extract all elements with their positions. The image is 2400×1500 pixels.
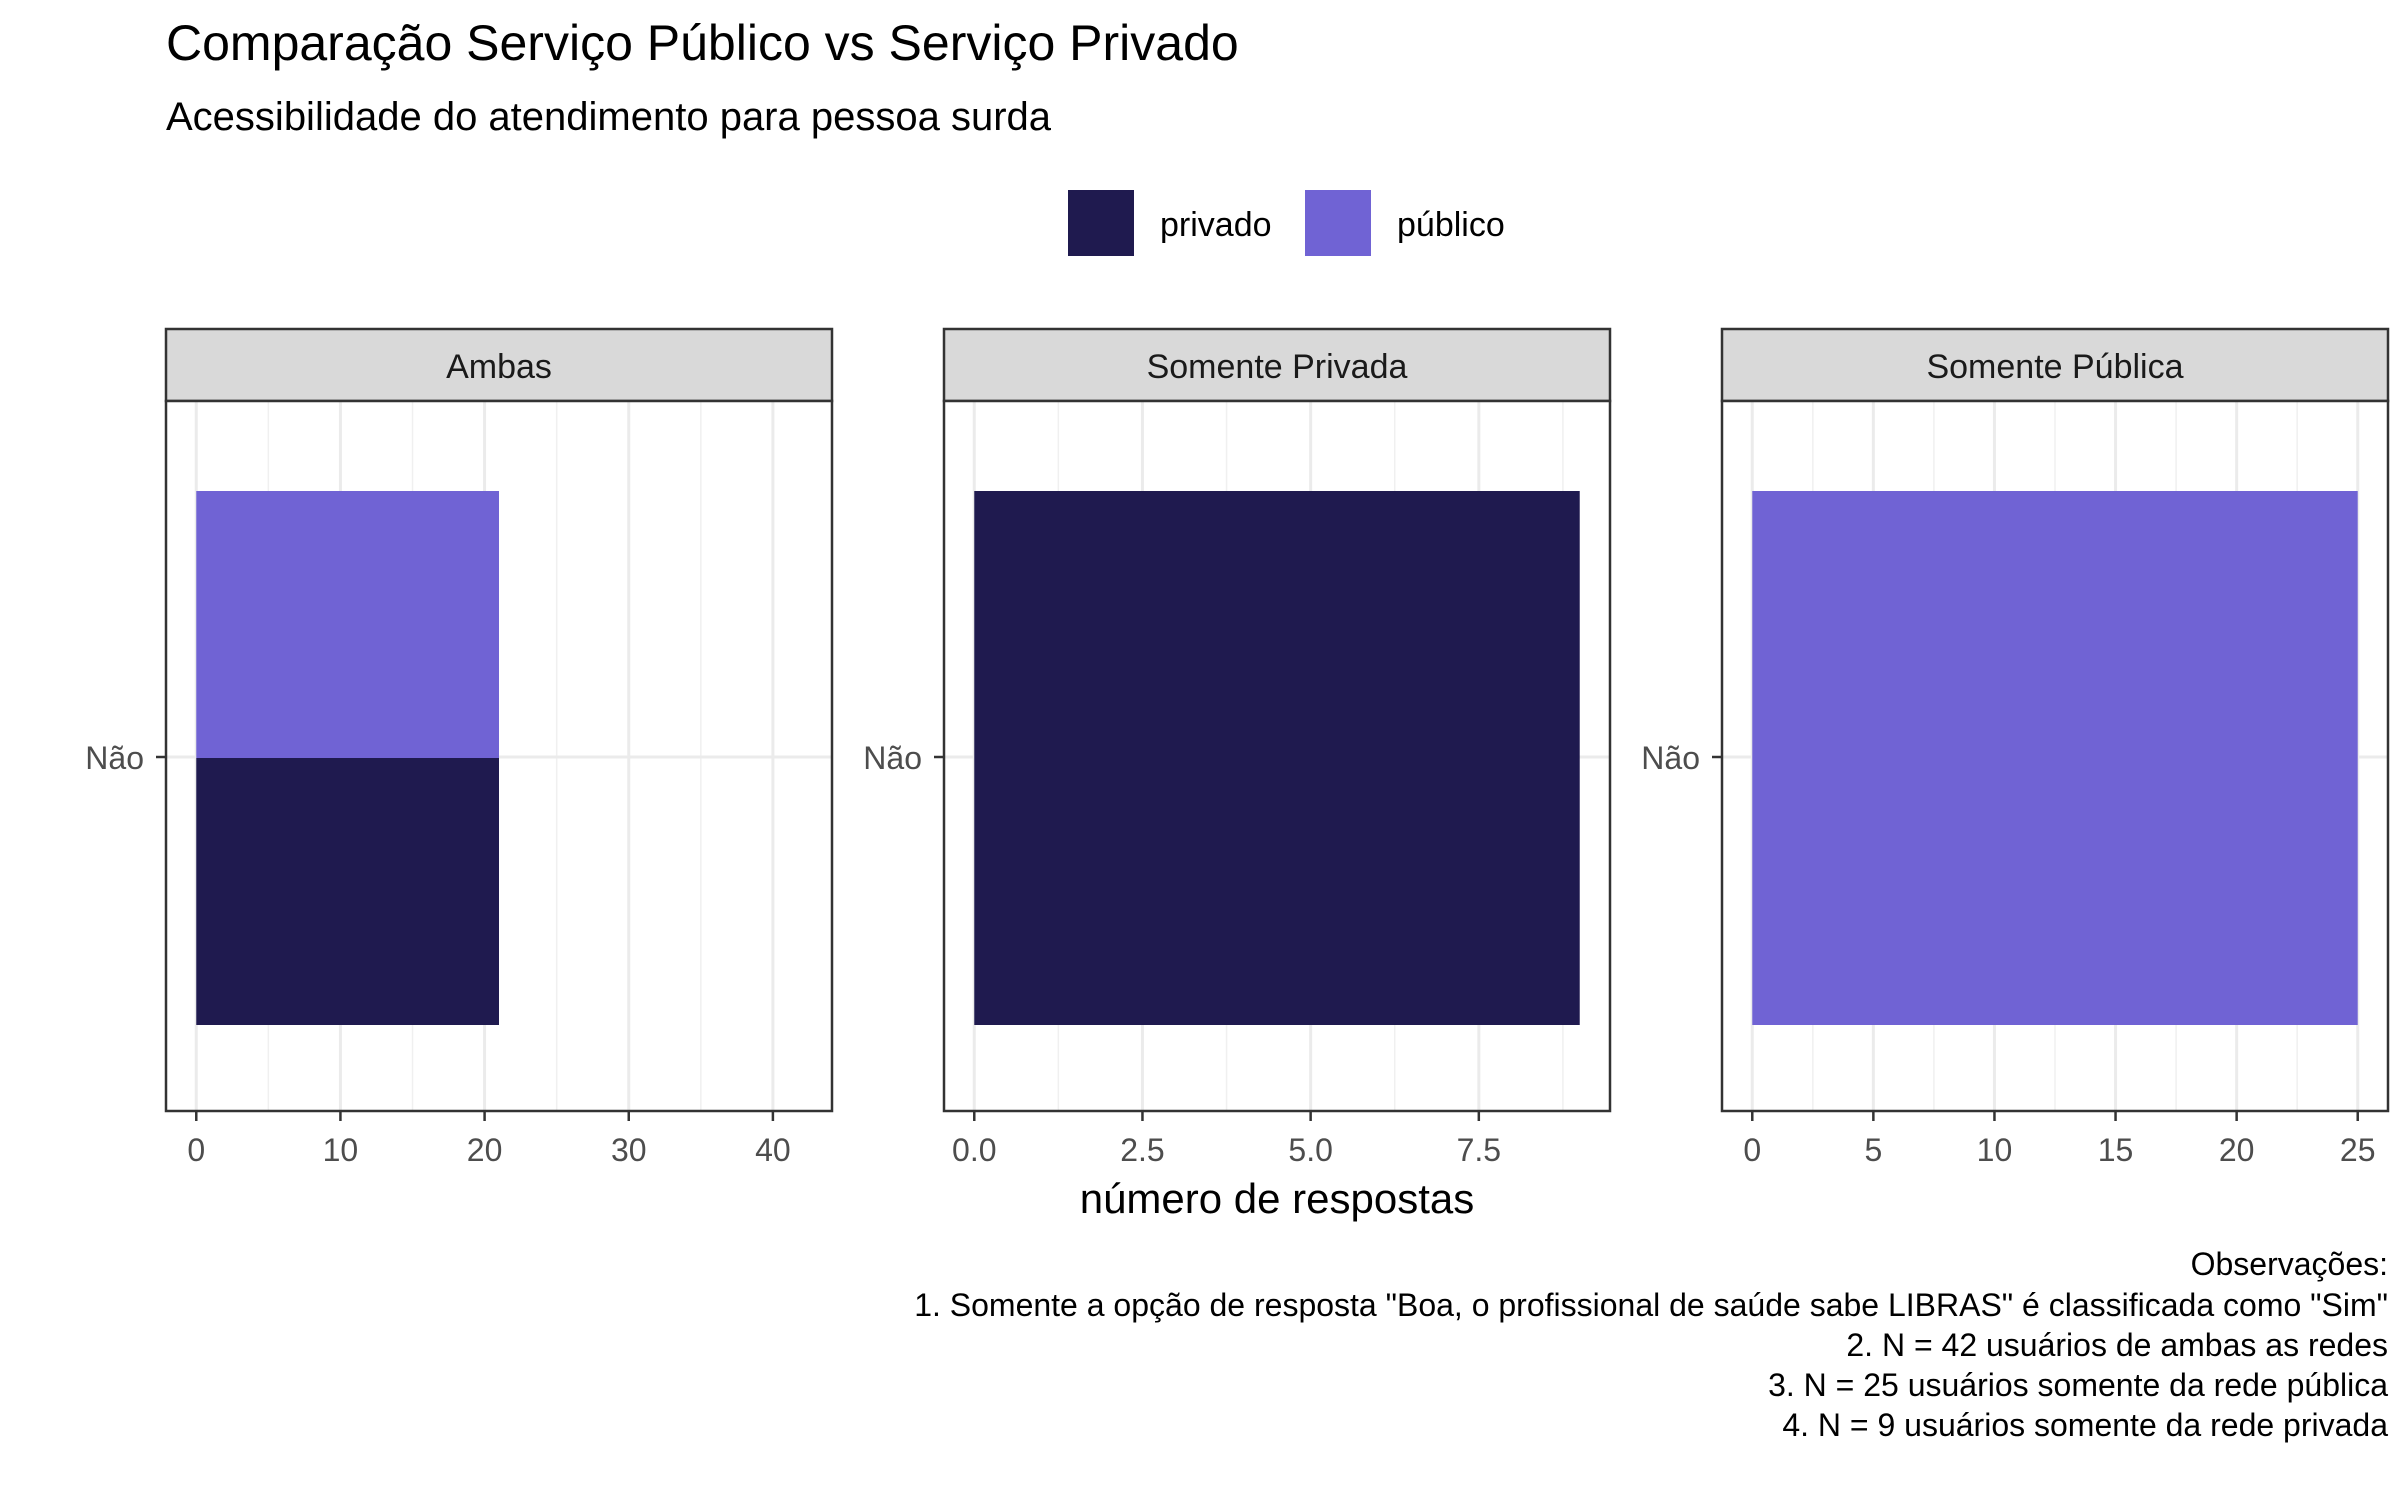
x-tick-label: 10 <box>1977 1132 2013 1168</box>
caption: Observações: 1. Somente a opção de respos… <box>914 1246 2388 1443</box>
y-tick-label: Não <box>1641 740 1700 776</box>
legend-label-1: público <box>1397 206 1505 244</box>
bar-privado-0 <box>196 758 500 1025</box>
facet-panels: Ambas Não 0 10 20 30 40 Somente Privada Não 0.0 2.… <box>85 327 2390 1168</box>
caption-line-4: 4. N = 9 usuários somente da rede privad… <box>1782 1407 2388 1443</box>
facet-strip-2 <box>1720 327 2390 403</box>
x-tick-label: 5.0 <box>1288 1132 1332 1168</box>
caption-line-1: 1. Somente a opção de resposta "Boa, o p… <box>914 1287 2388 1323</box>
facet-panel-2: Somente Pública Não 0 5 10 15 20 25 <box>1641 327 2390 1168</box>
caption-line-2: 2. N = 42 usuários de ambas as redes <box>1846 1327 2388 1363</box>
x-tick-label: 30 <box>611 1132 647 1168</box>
facet-panel-0: Ambas Não 0 10 20 30 40 <box>85 327 834 1168</box>
x-tick-label: 10 <box>323 1132 359 1168</box>
caption-line-3: 3. N = 25 usuários somente da rede públi… <box>1768 1367 2388 1403</box>
facet-label-1: Somente Privada <box>1147 348 1408 386</box>
facet-strip-0 <box>164 327 834 403</box>
legend: privado público <box>1068 190 1505 256</box>
y-tick-label: Não <box>85 740 144 776</box>
facet-label-2: Somente Pública <box>1926 348 2183 386</box>
x-tick-label: 25 <box>2340 1132 2376 1168</box>
x-tick-label: 7.5 <box>1457 1132 1501 1168</box>
x-tick-label: 0.0 <box>952 1132 996 1168</box>
y-tick-label: Não <box>863 740 922 776</box>
x-tick-label: 0 <box>1743 1132 1761 1168</box>
x-tick-label: 0 <box>187 1132 205 1168</box>
x-tick-label: 2.5 <box>1120 1132 1164 1168</box>
x-tick-label: 20 <box>467 1132 503 1168</box>
x-axis-title: número de respostas <box>1080 1175 1475 1222</box>
x-tick-label: 5 <box>1864 1132 1882 1168</box>
chart-title: Comparação Serviço Público vs Serviço Pr… <box>166 15 1239 71</box>
x-tick-label: 20 <box>2219 1132 2255 1168</box>
bar-privado-1 <box>974 491 1580 1025</box>
facet-label-0: Ambas <box>446 348 552 386</box>
caption-line-0: Observações: <box>2191 1246 2388 1282</box>
chart-subtitle: Acessibilidade do atendimento para pesso… <box>166 95 1052 139</box>
x-tick-label: 15 <box>2098 1132 2134 1168</box>
x-tick-label: 40 <box>755 1132 791 1168</box>
legend-key-1 <box>1305 190 1371 256</box>
legend-label-0: privado <box>1160 206 1272 244</box>
bar-público-2 <box>1752 491 2358 1025</box>
facet-panel-1: Somente Privada Não 0.0 2.5 5.0 7.5 <box>863 327 1612 1168</box>
bar-público-0 <box>196 491 500 758</box>
legend-key-0 <box>1068 190 1134 256</box>
